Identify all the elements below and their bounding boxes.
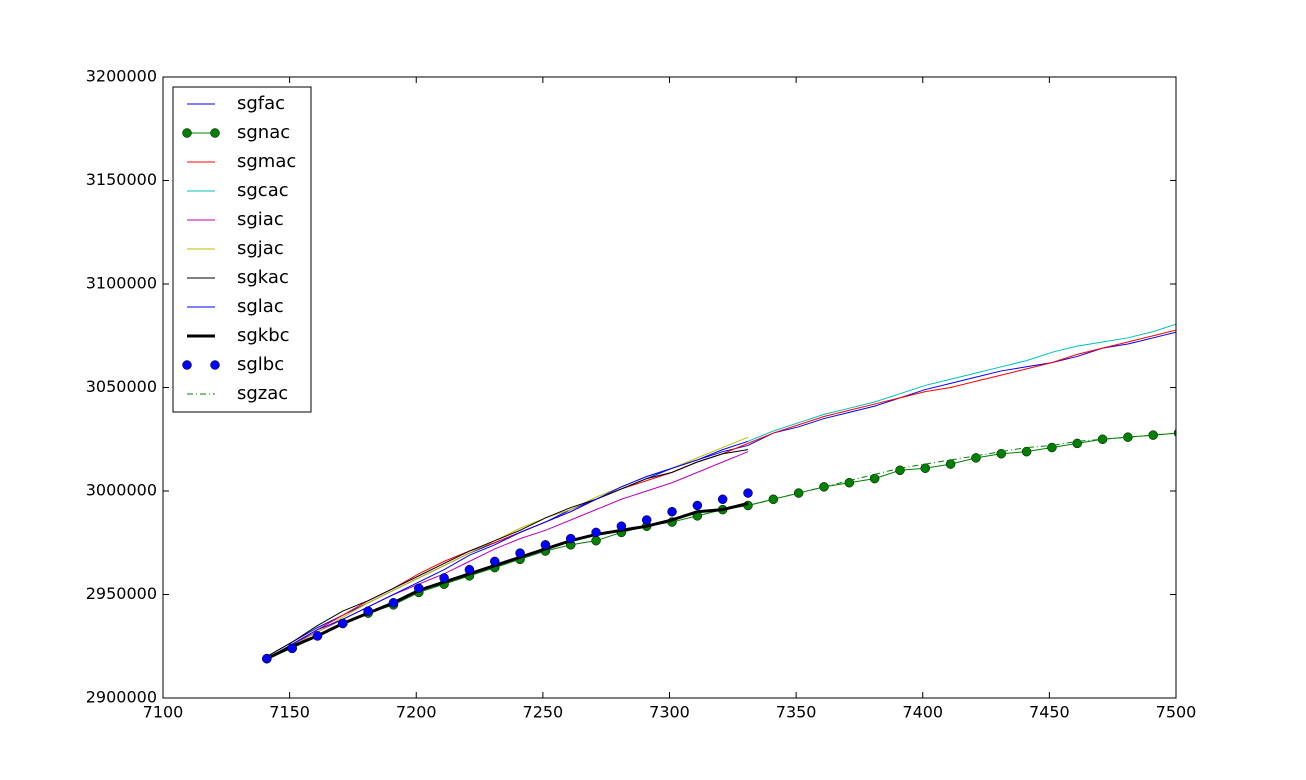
series-marker	[1072, 438, 1082, 449]
series-line	[747, 432, 1176, 506]
series-marker	[717, 494, 728, 505]
y-tick-label: 3150000	[86, 170, 157, 189]
series-marker	[490, 556, 500, 567]
series-marker	[616, 521, 627, 531]
series-marker	[388, 598, 399, 608]
series-line	[266, 449, 749, 658]
legend-marker	[210, 128, 220, 138]
legend-marker	[182, 360, 192, 370]
series-line	[747, 323, 1176, 442]
series-marker	[363, 606, 373, 616]
x-tick-label: 7150	[269, 703, 310, 722]
y-tick-label: 3200000	[86, 67, 157, 86]
x-tick-label: 7100	[143, 703, 184, 722]
legend-label: sgmac	[237, 151, 296, 172]
legend-label: sgzac	[237, 383, 288, 404]
x-tick-label: 7350	[776, 703, 817, 722]
series-marker	[692, 500, 703, 511]
x-tick-label: 7200	[396, 703, 437, 722]
series-line	[266, 440, 749, 660]
series-marker	[971, 453, 981, 463]
series-marker	[565, 533, 576, 544]
series-marker	[641, 515, 652, 525]
series-marker	[1021, 446, 1032, 457]
y-tick-label: 3100000	[86, 274, 157, 293]
legend-label: sgnac	[237, 122, 290, 143]
series-marker	[540, 540, 551, 550]
series-marker	[312, 631, 323, 641]
legend-label: sglbc	[237, 354, 284, 375]
legend: sgfac sgnac sgmac sgcac sgiac sgjac sgkac sglac…	[172, 86, 312, 413]
legend-label: sgkbc	[237, 325, 290, 346]
series-marker	[743, 488, 753, 498]
x-tick-label: 7400	[902, 703, 943, 722]
x-tick-label: 7500	[1156, 703, 1197, 722]
series-marker	[996, 448, 1007, 459]
y-tick-label: 3000000	[86, 481, 157, 500]
series-marker	[262, 653, 272, 664]
x-tick-label: 7250	[523, 703, 564, 722]
series-marker	[287, 643, 297, 654]
y-tick-label: 2950000	[86, 584, 157, 603]
legend-marker	[182, 128, 192, 138]
legend-label: sgjac	[237, 238, 284, 259]
series-marker	[591, 527, 601, 538]
series-marker	[515, 548, 525, 558]
series-marker	[439, 573, 449, 583]
legend-label: sgkac	[237, 267, 289, 288]
series-marker	[1047, 442, 1057, 453]
y-tick-label: 2900000	[86, 688, 157, 707]
legend-label: sgcac	[237, 180, 289, 201]
series-marker	[414, 583, 424, 594]
series-marker	[464, 564, 475, 575]
series-marker	[945, 459, 956, 469]
series-marker	[591, 535, 601, 546]
legend-label: sgiac	[237, 209, 284, 230]
plot-area	[262, 323, 1176, 664]
x-tick-label: 7300	[649, 703, 690, 722]
legend-label: sgfac	[237, 93, 285, 114]
x-tick-label: 7450	[1029, 703, 1070, 722]
y-tick-label: 3050000	[86, 377, 157, 396]
series-marker	[667, 506, 677, 517]
legend-label: sglac	[237, 296, 284, 317]
series-marker	[895, 465, 905, 476]
legend-marker	[210, 360, 220, 370]
series-marker	[869, 473, 880, 484]
series-marker	[338, 618, 348, 629]
